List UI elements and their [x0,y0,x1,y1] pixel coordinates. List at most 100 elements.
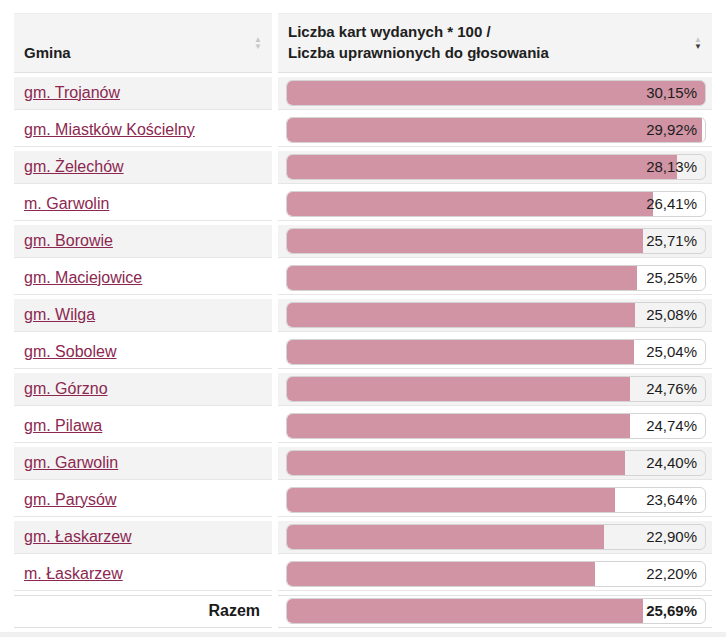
turnout-value: 25,25% [646,266,697,290]
gmina-cell: gm. Łaskarzew [14,521,272,554]
table-row: gm. Górzno 24,76% [14,373,712,406]
turnout-bar-fill [287,229,643,253]
turnout-bar-fill [287,414,630,438]
table-row: gm. Wilga 25,08% [14,299,712,332]
table-row: gm. Trojanów 30,15% [14,77,712,110]
gmina-link[interactable]: gm. Garwolin [24,454,118,471]
gmina-link[interactable]: m. Garwolin [24,195,109,212]
turnout-value: 30,15% [646,81,697,105]
column-header-turnout[interactable]: Liczba kart wydanych * 100 / Liczba upra… [278,13,712,73]
gmina-link[interactable]: gm. Borowie [24,232,113,249]
table-row: gm. Pilawa 24,74% [14,410,712,443]
turnout-cell: 22,20% [278,558,712,591]
turnout-bar-track: 25,08% [286,302,706,328]
turnout-cell: 24,40% [278,447,712,480]
gmina-cell: gm. Wilga [14,299,272,332]
turnout-bar-track: 24,40% [286,450,706,476]
turnout-bar-track: 29,92% [286,117,706,143]
gmina-link[interactable]: gm. Górzno [24,380,108,397]
table-row: gm. Maciejowice 25,25% [14,262,712,295]
turnout-cell: 25,04% [278,336,712,369]
table-row: gm. Łaskarzew 22,90% [14,521,712,554]
gmina-cell: m. Garwolin [14,188,272,221]
turnout-cell: 23,64% [278,484,712,517]
turnout-value: 22,20% [646,562,697,586]
table-bottom-border [0,632,726,637]
turnout-cell: 25,25% [278,262,712,295]
table-row: m. Łaskarzew 22,20% [14,558,712,591]
gmina-cell: gm. Parysów [14,484,272,517]
turnout-value: 24,40% [646,451,697,475]
turnout-bar-fill [287,488,615,512]
turnout-value: 25,71% [646,229,697,253]
gmina-link[interactable]: gm. Maciejowice [24,269,142,286]
turnout-bar-fill [287,155,677,179]
table-row: gm. Sobolew 25,04% [14,336,712,369]
turnout-value: 22,90% [646,525,697,549]
turnout-results-page: Gmina ▲▼ Liczba kart wydanych * 100 / Li… [0,0,726,641]
sort-down-icon: ▼ [694,43,702,50]
total-label: Razem [208,602,260,619]
turnout-bar-fill [287,525,604,549]
gmina-cell: gm. Pilawa [14,410,272,443]
table-header: Gmina ▲▼ Liczba kart wydanych * 100 / Li… [14,13,712,73]
gmina-link[interactable]: gm. Miastków Kościelny [24,121,195,138]
table-row: Razem 25,69% [14,595,712,628]
table-row: gm. Parysów 23,64% [14,484,712,517]
gmina-link[interactable]: gm. Parysów [24,491,116,508]
turnout-value: 28,13% [646,155,697,179]
turnout-bar-track: 22,90% [286,524,706,550]
turnout-cell: 22,90% [278,521,712,554]
column-header-gmina-label: Gmina [24,44,71,61]
turnout-bar-fill [287,377,630,401]
turnout-bar-fill [287,599,643,623]
table-row: m. Garwolin 26,41% [14,188,712,221]
turnout-bar-track: 22,20% [286,561,706,587]
gmina-link[interactable]: gm. Żelechów [24,158,124,175]
turnout-cell: 24,76% [278,373,712,406]
turnout-cell: 24,74% [278,410,712,443]
gmina-link[interactable]: gm. Sobolew [24,343,117,360]
column-header-turnout-label: Liczba kart wydanych * 100 / Liczba upra… [288,23,549,61]
turnout-value: 24,76% [646,377,697,401]
turnout-bar-fill [287,266,637,290]
gmina-cell: gm. Trojanów [14,77,272,110]
turnout-value: 26,41% [646,192,697,216]
turnout-bar-track: 26,41% [286,191,706,217]
turnout-bar-track: 25,04% [286,339,706,365]
table-body: gm. Trojanów 30,15% gm. Miastków Kościel… [14,77,712,628]
gmina-link[interactable]: gm. Trojanów [24,84,120,101]
gmina-cell: gm. Maciejowice [14,262,272,295]
turnout-cell: 26,41% [278,188,712,221]
turnout-cell: 28,13% [278,151,712,184]
gmina-cell: gm. Górzno [14,373,272,406]
turnout-value: 29,92% [646,118,697,142]
turnout-value: 24,74% [646,414,697,438]
turnout-bar-track: 25,25% [286,265,706,291]
turnout-bar-fill [287,81,705,105]
turnout-value: 23,64% [646,488,697,512]
gmina-cell: gm. Miastków Kościelny [14,114,272,147]
turnout-cell: 25,69% [278,595,712,628]
gmina-link[interactable]: m. Łaskarzew [24,565,123,582]
turnout-cell: 25,71% [278,225,712,258]
gmina-cell: Razem [14,595,272,628]
gmina-link[interactable]: gm. Wilga [24,306,95,323]
turnout-bar-track: 24,74% [286,413,706,439]
turnout-bar-track: 30,15% [286,80,706,106]
turnout-table: Gmina ▲▼ Liczba kart wydanych * 100 / Li… [8,9,718,632]
table-row: gm. Garwolin 24,40% [14,447,712,480]
table-row: gm. Borowie 25,71% [14,225,712,258]
turnout-bar-track: 28,13% [286,154,706,180]
gmina-link[interactable]: gm. Łaskarzew [24,528,132,545]
turnout-bar-track: 25,69% [286,598,706,624]
turnout-cell: 25,08% [278,299,712,332]
turnout-bar-fill [287,118,702,142]
column-header-gmina[interactable]: Gmina ▲▼ [14,13,272,73]
turnout-bar-fill [287,340,634,364]
sort-icon-gmina: ▲▼ [254,36,262,50]
gmina-link[interactable]: gm. Pilawa [24,417,102,434]
gmina-cell: gm. Żelechów [14,151,272,184]
turnout-value: 25,04% [646,340,697,364]
gmina-cell: gm. Borowie [14,225,272,258]
